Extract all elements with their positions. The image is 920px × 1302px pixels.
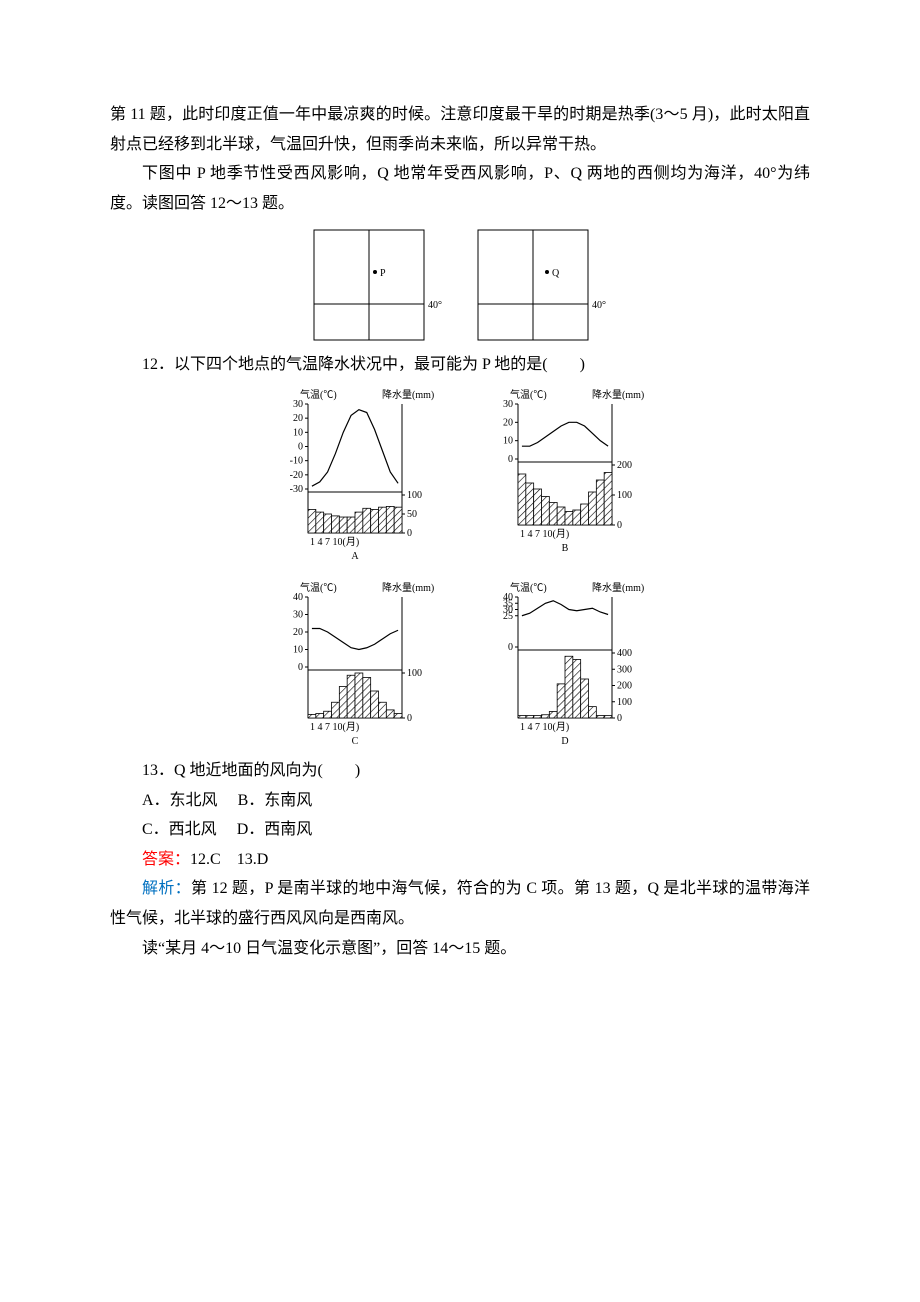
svg-text:0: 0 xyxy=(407,713,412,724)
map-p-lat-label: 40° xyxy=(428,300,442,311)
svg-text:200: 200 xyxy=(617,680,632,691)
q13-opt-a: A．东北风 xyxy=(142,792,218,809)
svg-text:0: 0 xyxy=(617,713,622,724)
map-q-lat-label: 40° xyxy=(592,300,606,311)
paragraph-next-intro: 读“某月 4～10 日气温变化示意图”，回答 14～15 题。 xyxy=(110,934,810,964)
chart-c: 气温(℃)降水量(mm)40302010010001 4 7 10(月)C xyxy=(270,579,440,754)
svg-text:0: 0 xyxy=(298,441,303,452)
svg-text:0: 0 xyxy=(508,454,513,465)
svg-text:A: A xyxy=(351,551,359,561)
svg-text:100: 100 xyxy=(407,490,422,501)
svg-text:降水量(mm): 降水量(mm) xyxy=(592,581,644,594)
svg-text:10: 10 xyxy=(293,427,303,438)
svg-text:30: 30 xyxy=(293,399,303,410)
svg-text:40: 40 xyxy=(293,592,303,603)
svg-text:100: 100 xyxy=(617,490,632,501)
svg-text:1 4 7 10(月): 1 4 7 10(月) xyxy=(310,721,359,733)
q13-options-row2: C．西北风 D．西南风 xyxy=(110,815,810,845)
q13-opt-b: B．东南风 xyxy=(238,792,313,809)
svg-text:200: 200 xyxy=(617,460,632,471)
svg-text:气温(℃): 气温(℃) xyxy=(510,388,547,401)
answer-text: 12.C 13.D xyxy=(190,851,268,868)
svg-text:1 4 7 10(月): 1 4 7 10(月) xyxy=(520,528,569,540)
svg-text:20: 20 xyxy=(293,413,303,424)
q13-opt-c: C．西北风 xyxy=(142,821,217,838)
svg-text:降水量(mm): 降水量(mm) xyxy=(382,581,434,594)
svg-text:100: 100 xyxy=(617,697,632,708)
svg-text:C: C xyxy=(352,736,359,747)
svg-text:1 4 7 10(月): 1 4 7 10(月) xyxy=(520,721,569,733)
answer-label: 答案： xyxy=(142,851,190,868)
svg-text:气温(℃): 气温(℃) xyxy=(510,581,547,594)
q13-stem: 13．Q 地近地面的风向为( ) xyxy=(110,756,810,786)
paragraph-map-intro: 下图中 P 地季节性受西风影响，Q 地常年受西风影响，P、Q 两地的西侧均为海洋… xyxy=(110,159,810,218)
answer-line: 答案：12.C 13.D xyxy=(110,845,810,875)
svg-text:300: 300 xyxy=(617,664,632,675)
svg-text:0: 0 xyxy=(617,520,622,531)
chart-d: 气温(℃)降水量(mm)40353025040030020010001 4 7 … xyxy=(480,579,650,754)
svg-text:30: 30 xyxy=(293,609,303,620)
svg-text:-20: -20 xyxy=(290,470,303,481)
svg-text:0: 0 xyxy=(407,528,412,539)
svg-text:0: 0 xyxy=(298,662,303,673)
svg-text:10: 10 xyxy=(293,644,303,655)
svg-text:100: 100 xyxy=(407,668,422,679)
explanation: 解析：第 12 题，P 是南半球的地中海气候，符合的为 C 项。第 13 题，Q… xyxy=(110,874,810,933)
svg-text:气温(℃): 气温(℃) xyxy=(300,388,337,401)
svg-text:-30: -30 xyxy=(290,484,303,495)
q13-opt-d: D．西南风 xyxy=(237,821,313,838)
svg-text:-10: -10 xyxy=(290,456,303,467)
chart-row-cd: 气温(℃)降水量(mm)40302010010001 4 7 10(月)C 气温… xyxy=(110,579,810,754)
svg-text:气温(℃): 气温(℃) xyxy=(300,581,337,594)
paragraph-q11: 第 11 题，此时印度正值一年中最凉爽的时候。注意印度最干旱的时期是热季(3～5… xyxy=(110,100,810,159)
q12-stem: 12．以下四个地点的气温降水状况中，最可能为 P 地的是( ) xyxy=(110,350,810,380)
svg-text:降水量(mm): 降水量(mm) xyxy=(382,388,434,401)
chart-b: 气温(℃)降水量(mm)302010020010001 4 7 10(月)B xyxy=(480,386,650,561)
map-diagram-row: P 40° Q 40° xyxy=(110,224,810,344)
map-point-q-label: Q xyxy=(552,268,560,279)
svg-text:B: B xyxy=(562,543,569,554)
svg-text:降水量(mm): 降水量(mm) xyxy=(592,388,644,401)
q13-options-row1: A．东北风 B．东南风 xyxy=(110,786,810,816)
svg-text:20: 20 xyxy=(503,417,513,428)
svg-text:50: 50 xyxy=(407,509,417,520)
explain-label: 解析： xyxy=(142,880,191,897)
map-box-p: P 40° xyxy=(308,224,448,344)
svg-text:20: 20 xyxy=(293,627,303,638)
map-point-p-label: P xyxy=(380,268,386,279)
svg-text:400: 400 xyxy=(617,648,632,659)
explain-text: 第 12 题，P 是南半球的地中海气候，符合的为 C 项。第 13 题，Q 是北… xyxy=(110,880,810,927)
svg-text:0: 0 xyxy=(508,642,513,653)
svg-text:30: 30 xyxy=(503,399,513,410)
chart-a: 气温(℃)降水量(mm)3020100-10-20-301005001 4 7 … xyxy=(270,386,440,561)
svg-text:25: 25 xyxy=(503,611,513,622)
svg-text:D: D xyxy=(561,736,568,747)
svg-text:1 4 7 10(月): 1 4 7 10(月) xyxy=(310,536,359,548)
chart-row-ab: 气温(℃)降水量(mm)3020100-10-20-301005001 4 7 … xyxy=(110,386,810,561)
map-box-q: Q 40° xyxy=(472,224,612,344)
svg-text:10: 10 xyxy=(503,436,513,447)
